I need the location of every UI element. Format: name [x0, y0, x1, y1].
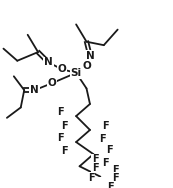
Text: F: F: [99, 134, 105, 144]
Text: F: F: [88, 173, 95, 183]
Text: N: N: [44, 58, 53, 67]
Text: F: F: [57, 133, 64, 143]
Text: F: F: [113, 165, 119, 175]
Text: F: F: [57, 107, 64, 117]
Text: F: F: [106, 145, 112, 155]
Text: F: F: [61, 121, 67, 131]
Text: O: O: [48, 78, 56, 88]
Text: F: F: [102, 121, 109, 131]
Text: F: F: [102, 158, 109, 168]
Text: O: O: [82, 61, 91, 71]
Text: F: F: [61, 146, 67, 156]
Text: N: N: [30, 85, 39, 95]
Text: Si: Si: [71, 68, 82, 78]
Text: N: N: [86, 51, 94, 61]
Text: F: F: [92, 163, 98, 173]
Text: F: F: [107, 182, 114, 188]
Text: F: F: [113, 173, 119, 183]
Text: F: F: [92, 154, 98, 164]
Text: O: O: [58, 64, 67, 74]
